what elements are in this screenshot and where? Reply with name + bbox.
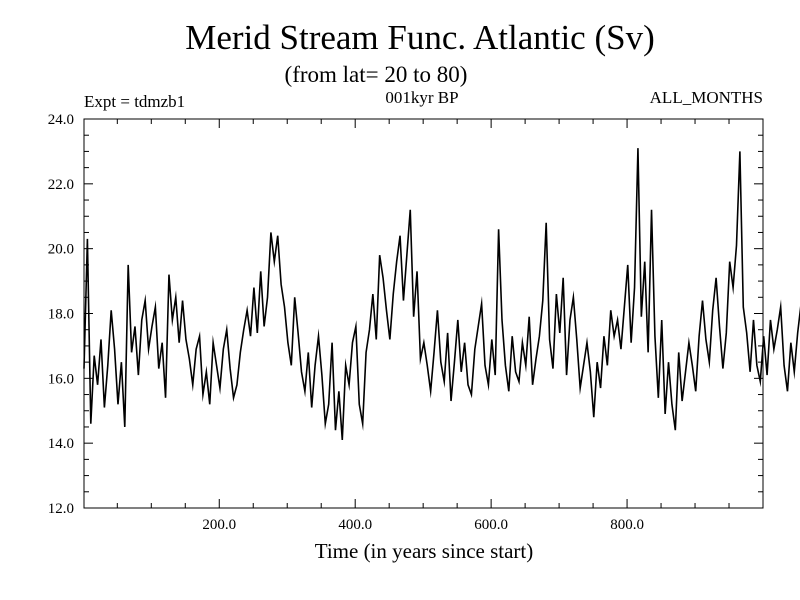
y-tick-label: 18.0 xyxy=(48,307,74,323)
experiment-label: Expt = tdmzb1 xyxy=(84,92,185,111)
axis-ticks xyxy=(84,118,764,509)
series-layer xyxy=(83,148,800,440)
x-tick-label: 400.0 xyxy=(338,517,372,533)
y-tick-label: 22.0 xyxy=(48,177,74,193)
x-tick-label: 800.0 xyxy=(610,517,644,533)
y-tick-label: 12.0 xyxy=(48,501,74,517)
tick-labels: 12.0 14.0 16.0 18.0 20.0 22.0 24.0 200.0 400.0 60… xyxy=(48,112,644,533)
months-label: ALL_MONTHS xyxy=(650,88,763,107)
x-tick-label: 600.0 xyxy=(474,517,508,533)
y-tick-label: 24.0 xyxy=(48,112,74,128)
y-tick-label: 14.0 xyxy=(48,436,74,452)
period-label: 001kyr BP xyxy=(385,88,458,107)
y-tick-label: 16.0 xyxy=(48,371,74,387)
chart-subtitle: (from lat= 20 to 80) xyxy=(285,62,468,87)
x-axis-label: Time (in years since start) xyxy=(315,539,534,563)
series-line xyxy=(83,148,800,440)
x-tick-label: 200.0 xyxy=(202,517,236,533)
y-tick-label: 20.0 xyxy=(48,242,74,258)
plot-frame xyxy=(83,118,764,509)
chart-title: Merid Stream Func. Atlantic (Sv) xyxy=(185,18,655,57)
